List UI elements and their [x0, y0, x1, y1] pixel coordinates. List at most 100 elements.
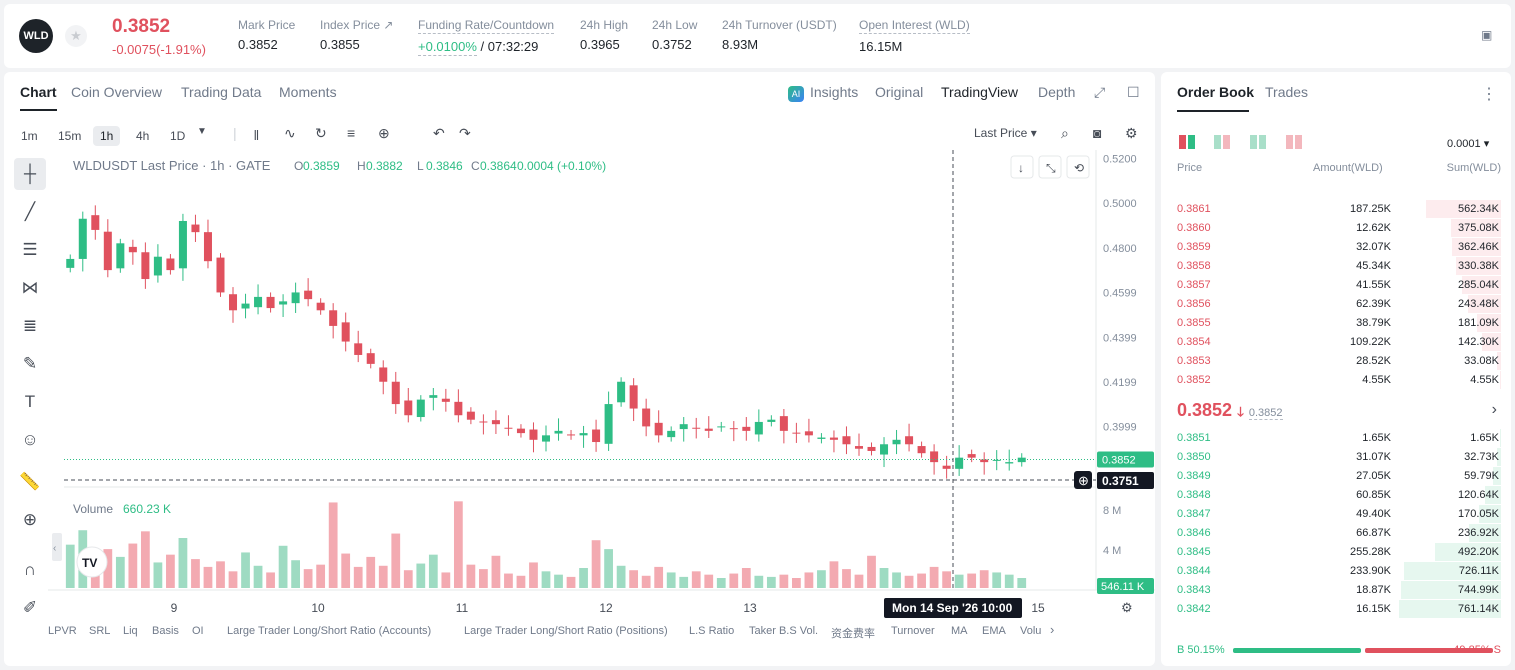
tf-15m[interactable]: 15m [58, 129, 82, 143]
tab-trades[interactable]: Trades [1265, 84, 1309, 100]
zoom-in-icon[interactable]: ⊕ [22, 510, 38, 529]
chevron-down-icon[interactable]: ▼ [197, 126, 207, 137]
ask-row[interactable]: 0.3855 38.79K 181.09K [1161, 314, 1511, 333]
orderbook-mid-price[interactable]: 0.3852 🡓 0.3852 [1177, 400, 1283, 420]
candlestick-chart[interactable]: 0.5200 0.5000 0.4800 0.4599 0.4399 0.4199 0.39… [48, 150, 1155, 620]
brush-icon[interactable]: ✎ [22, 354, 38, 373]
arrow-down-button[interactable] [1010, 155, 1034, 179]
camera-icon[interactable]: ◙ [1093, 125, 1102, 141]
book-icon[interactable]: ▣ [1481, 28, 1493, 42]
tab-order-book[interactable]: Order Book [1177, 84, 1255, 100]
bid-row[interactable]: 0.3846 66.87K 236.92K [1161, 524, 1511, 543]
ind-volume[interactable]: Volu [1020, 625, 1042, 637]
candle-body [379, 367, 388, 382]
horizontal-lines-icon[interactable]: ☰ [22, 240, 38, 259]
favorite-star-icon[interactable]: ★ [65, 25, 87, 47]
bid-row[interactable]: 0.3849 27.05K 59.79K [1161, 467, 1511, 486]
tab-insights[interactable]: Insights [810, 84, 859, 100]
bid-row[interactable]: 0.3842 16.15K 761.14K [1161, 600, 1511, 619]
ind-funding[interactable]: 资金费率 [831, 628, 875, 640]
ask-row[interactable]: 0.3860 12.62K 375.08K [1161, 219, 1511, 238]
alert-plus-icon[interactable]: ⊕ [378, 125, 390, 141]
tf-4h[interactable]: 4h [136, 129, 150, 143]
pattern-icon[interactable]: ⋈ [21, 278, 39, 297]
templates-icon[interactable]: ≡ [347, 125, 356, 141]
crosshair-icon[interactable]: ┼ [14, 158, 46, 190]
bid-row[interactable]: 0.3845 255.28K 492.20K [1161, 543, 1511, 562]
bid-row[interactable]: 0.3844 233.90K 726.11K [1161, 562, 1511, 581]
tab-tradingview[interactable]: TradingView [941, 84, 1019, 100]
view-alt1-icon[interactable] [1214, 135, 1230, 154]
fib-icon[interactable]: ≣ [22, 316, 38, 335]
undo-icon[interactable]: ↶ [433, 125, 445, 141]
ind-ma[interactable]: MA [951, 625, 968, 637]
price-type-select[interactable]: Last Price ▾ [974, 126, 1037, 140]
tf-1m[interactable]: 1m [21, 129, 38, 143]
ind-ls-ratio[interactable]: L.S Ratio [689, 625, 735, 637]
ind-turnover[interactable]: Turnover [891, 625, 935, 637]
tab-depth[interactable]: Depth [1038, 84, 1076, 100]
row-price: 0.3843 [1177, 584, 1211, 596]
text-icon[interactable]: T [24, 392, 36, 411]
magnet-icon[interactable]: ∩ [23, 560, 37, 579]
refresh-button[interactable] [1066, 155, 1090, 179]
redo-icon[interactable]: ↷ [459, 125, 471, 141]
indicators-icon[interactable]: ∿ [284, 125, 296, 141]
pencil-lock-icon[interactable]: ✐ [22, 598, 38, 617]
settings-gear-icon[interactable]: ⚙ [1121, 600, 1133, 615]
volume-bar [979, 570, 989, 588]
volume-bar [316, 564, 326, 588]
precision-select[interactable]: 0.0001 ▾ [1447, 138, 1490, 150]
ind-srl[interactable]: SRL [89, 625, 111, 637]
tab-chart[interactable]: Chart [20, 84, 57, 111]
ind-oi[interactable]: OI [192, 625, 204, 637]
more-icon[interactable]: ⋮ [1481, 86, 1497, 103]
emoji-icon[interactable]: ☺ [21, 430, 39, 449]
ask-row[interactable]: 0.3859 32.07K 362.46K [1161, 238, 1511, 257]
collapse-toolbar-button[interactable] [52, 533, 62, 561]
chevron-right-icon[interactable]: › [1491, 401, 1497, 418]
ask-row[interactable]: 0.3861 187.25K 562.34K [1161, 200, 1511, 219]
ask-row[interactable]: 0.3854 109.22K 142.30K [1161, 333, 1511, 352]
compare-icon[interactable]: ↻ [315, 125, 327, 141]
tf-1d[interactable]: 1D [170, 129, 186, 143]
tab-original[interactable]: Original [875, 84, 924, 100]
ind-taker-vol[interactable]: Taker B.S Vol. [749, 625, 819, 637]
bid-row[interactable]: 0.3850 31.07K 32.73K [1161, 448, 1511, 467]
ind-lt-accounts[interactable]: Large Trader Long/Short Ratio (Accounts) [227, 625, 432, 637]
view-bids-icon[interactable] [1250, 135, 1266, 154]
bid-row[interactable]: 0.3847 49.40K 170.05K [1161, 505, 1511, 524]
trendline-icon[interactable]: ╱ [24, 202, 36, 221]
tab-trading-data[interactable]: Trading Data [181, 84, 262, 100]
window-icon[interactable]: ☐ [1127, 84, 1140, 100]
ind-lpvr[interactable]: LPVR [48, 625, 77, 637]
tab-moments[interactable]: Moments [279, 84, 337, 100]
bid-row[interactable]: 0.3848 60.85K 120.64K [1161, 486, 1511, 505]
ind-ema[interactable]: EMA [982, 625, 1006, 637]
ind-lt-positions[interactable]: Large Trader Long/Short Ratio (Positions… [464, 625, 668, 637]
ind-basis[interactable]: Basis [152, 625, 179, 637]
row-amount: 18.87K [1356, 584, 1391, 596]
collapse-button[interactable] [1038, 155, 1062, 179]
tf-1h[interactable]: 1h [93, 126, 121, 146]
view-both-icon[interactable] [1179, 135, 1195, 154]
candle-type-icon[interactable]: 𝍪 [254, 127, 259, 143]
ind-liq[interactable]: Liq [123, 625, 138, 637]
ask-row[interactable]: 0.3852 4.55K 4.55K [1161, 371, 1511, 390]
ruler-icon[interactable]: 📏 [19, 472, 41, 491]
bid-row[interactable]: 0.3851 1.65K 1.65K [1161, 429, 1511, 448]
last-price: 0.3852 [112, 16, 171, 37]
ask-row[interactable]: 0.3858 45.34K 330.38K [1161, 257, 1511, 276]
tab-coin-overview[interactable]: Coin Overview [71, 84, 163, 100]
bid-row[interactable]: 0.3843 18.87K 744.99K [1161, 581, 1511, 600]
chevron-right-icon[interactable]: › [1050, 622, 1055, 637]
ask-row[interactable]: 0.3853 28.52K 33.08K [1161, 352, 1511, 371]
add-order-button[interactable] [1074, 471, 1092, 489]
view-asks-icon[interactable] [1286, 135, 1302, 154]
stat-index-price[interactable]: Index Price ↗ 0.3855 [320, 18, 394, 52]
expand-icon[interactable]: ⤢ [1094, 84, 1106, 100]
search-icon[interactable]: ⌕ [1061, 125, 1069, 141]
ask-row[interactable]: 0.3857 41.55K 285.04K [1161, 276, 1511, 295]
ask-row[interactable]: 0.3856 62.39K 243.48K [1161, 295, 1511, 314]
gear-icon[interactable]: ⚙ [1125, 125, 1138, 141]
